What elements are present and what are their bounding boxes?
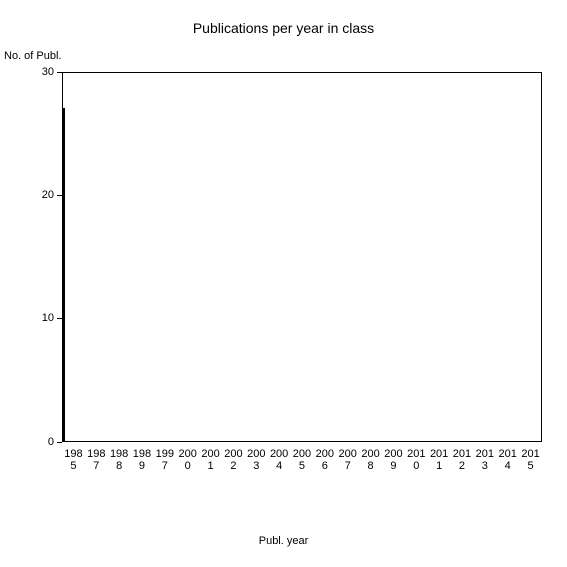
x-tick-label: 2001	[201, 448, 220, 472]
x-tick-label: 2013	[475, 448, 494, 472]
y-tick-label: 10	[42, 312, 54, 324]
chart-container: Publications per year in class No. of Pu…	[0, 0, 567, 567]
x-tick-label: 2002	[224, 448, 243, 472]
y-tick	[57, 442, 62, 443]
y-tick	[57, 195, 62, 196]
x-tick-label: 2012	[453, 448, 472, 472]
x-tick-label: 2009	[384, 448, 403, 472]
x-tick-label: 2011	[430, 448, 449, 472]
y-tick	[57, 72, 62, 73]
x-tick-label: 2015	[521, 448, 540, 472]
x-tick-label: 1988	[110, 448, 129, 472]
x-tick-label: 2014	[498, 448, 517, 472]
x-tick-label: 1989	[133, 448, 152, 472]
x-tick-label: 2010	[407, 448, 426, 472]
x-tick-label: 2007	[338, 448, 357, 472]
y-tick-label: 20	[42, 189, 54, 201]
y-tick-label: 0	[48, 436, 54, 448]
plot-area	[62, 72, 542, 442]
x-tick-label: 2004	[270, 448, 289, 472]
x-tick-label: 1987	[87, 448, 106, 472]
y-tick	[57, 318, 62, 319]
x-tick-label: 2005	[293, 448, 312, 472]
x-tick-label: 1997	[155, 448, 174, 472]
x-tick-label: 2000	[178, 448, 197, 472]
x-tick-label: 2003	[247, 448, 266, 472]
x-tick-label: 2006	[315, 448, 334, 472]
x-tick-label: 2008	[361, 448, 380, 472]
x-tick-label: 1985	[64, 448, 83, 472]
y-tick-label: 30	[42, 66, 54, 78]
bar	[63, 305, 65, 441]
x-axis-label: Publ. year	[0, 535, 567, 547]
chart-title: Publications per year in class	[0, 20, 567, 36]
y-axis-label: No. of Publ.	[4, 50, 61, 62]
